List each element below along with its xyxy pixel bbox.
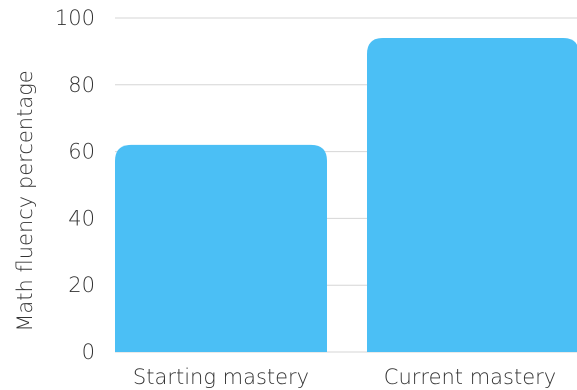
y-tick-label: 100 bbox=[55, 6, 95, 30]
y-axis-title: Math fluency percentage bbox=[13, 70, 37, 331]
bar-starting-mastery bbox=[115, 144, 327, 352]
x-tick-label: Starting mastery bbox=[133, 365, 309, 389]
y-axis-ticks: 0 20 40 60 80 100 bbox=[55, 6, 95, 364]
bar-current-mastery bbox=[367, 38, 577, 352]
x-axis-ticks: Starting mastery Current mastery bbox=[133, 365, 556, 389]
y-tick-label: 0 bbox=[82, 340, 95, 364]
y-tick-label: 40 bbox=[68, 206, 95, 230]
y-tick-label: 80 bbox=[68, 73, 95, 97]
y-tick-label: 20 bbox=[68, 273, 95, 297]
y-tick-label: 60 bbox=[68, 140, 95, 164]
bars bbox=[115, 38, 577, 352]
x-tick-label: Current mastery bbox=[384, 365, 556, 389]
